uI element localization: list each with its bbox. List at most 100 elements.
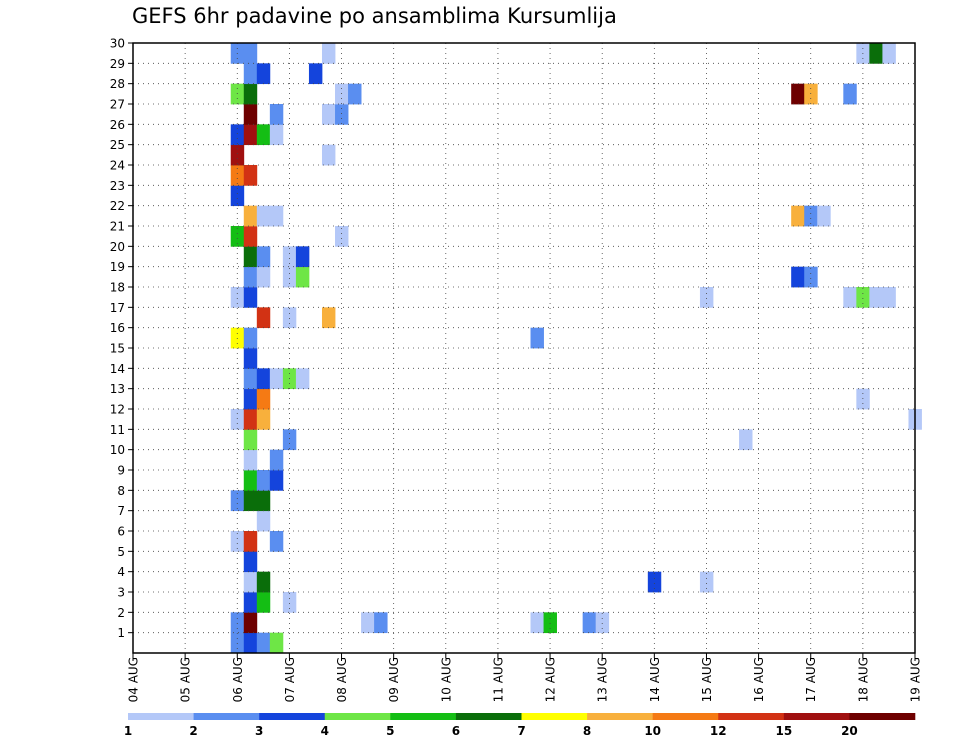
- heatmap-cell: [243, 409, 258, 430]
- heatmap-cell: [243, 205, 258, 227]
- heatmap-cell: [230, 409, 245, 430]
- colorbar-label: 5: [386, 724, 394, 738]
- heatmap-cell: [230, 226, 245, 247]
- heatmap-cell: [256, 266, 271, 288]
- x-tick-label: 05 AUG: [179, 657, 193, 702]
- heatmap-cell: [295, 266, 310, 288]
- heatmap-cell: [256, 470, 271, 491]
- colorbar-swatch: [849, 713, 916, 720]
- heatmap-cell: [295, 368, 310, 390]
- heatmap-cell: [817, 205, 831, 227]
- heatmap-cell: [269, 104, 284, 125]
- colorbar-label: 6: [452, 724, 460, 738]
- heatmap-cell: [282, 592, 297, 613]
- colorbar-label: 3: [255, 724, 263, 738]
- y-tick-label: 4: [117, 565, 125, 579]
- y-tick-label: 23: [110, 179, 125, 193]
- heatmap-cell: [256, 368, 271, 390]
- colorbar-swatch: [324, 713, 391, 720]
- heatmap-cell: [269, 124, 284, 146]
- heatmap-cell: [243, 388, 258, 410]
- heatmap-cell: [856, 287, 870, 308]
- heatmap-cell: [243, 612, 258, 634]
- y-tick-label: 7: [117, 504, 125, 518]
- heatmap-cell: [243, 83, 258, 105]
- heatmap-cell: [230, 165, 245, 186]
- colorbar-swatch: [259, 713, 326, 720]
- y-tick-label: 24: [110, 159, 125, 173]
- y-tick-label: 30: [110, 37, 125, 51]
- chart-title: GEFS 6hr padavine po ansamblima Kursumli…: [132, 4, 617, 28]
- heatmap-cell: [243, 43, 258, 64]
- colorbar-label: 1: [124, 724, 132, 738]
- heatmap-cell: [582, 612, 597, 634]
- heatmap-cell: [321, 144, 336, 166]
- heatmap-cell: [699, 287, 714, 308]
- x-tick-label: 14 AUG: [648, 657, 662, 702]
- heatmap-cell: [869, 287, 883, 308]
- heatmap-cell: [243, 632, 258, 654]
- heatmap-cell: [335, 226, 349, 247]
- y-tick-label: 5: [117, 545, 125, 559]
- heatmap-cell: [243, 165, 258, 186]
- colorbar-label: 8: [583, 724, 591, 738]
- heatmap-cell: [374, 612, 388, 634]
- heatmap-cell: [256, 124, 271, 146]
- y-axis: 1234567891011121314151617181920212223242…: [110, 37, 133, 640]
- heatmap-cell: [243, 266, 258, 288]
- y-tick-label: 13: [110, 382, 125, 396]
- heatmap-cell: [804, 83, 818, 105]
- colorbar-label: 20: [841, 724, 858, 738]
- x-axis: 04 AUG 05 AUG 06 AUG 07 AUG 08 AUG 09 AUG 10 A…: [127, 653, 923, 702]
- y-tick-label: 14: [110, 362, 125, 376]
- y-tick-label: 29: [110, 57, 125, 71]
- y-tick-label: 1: [117, 626, 125, 640]
- heatmap-cell: [256, 409, 271, 430]
- heatmap-cell: [243, 592, 258, 613]
- colorbar-swatch: [587, 713, 653, 720]
- heatmap-cell: [230, 287, 245, 308]
- heatmap-cell: [230, 612, 245, 634]
- heatmap-cell: [282, 266, 297, 288]
- heatmap-cell: [230, 185, 245, 207]
- x-tick-label: 12 AUG: [544, 657, 558, 702]
- heatmap-cell: [243, 246, 258, 268]
- heatmap-cell: [243, 449, 258, 471]
- colorbar-label: 12: [710, 724, 727, 738]
- heatmap-cell: [282, 429, 297, 451]
- heatmap-cell: [243, 104, 258, 125]
- heatmap-cell: [256, 632, 271, 654]
- x-tick-label: 07 AUG: [283, 657, 297, 702]
- colorbar-label: 10: [644, 724, 661, 738]
- grid-lines: [133, 43, 915, 653]
- heatmap-cell: [230, 531, 245, 552]
- colorbar-swatch: [390, 713, 457, 720]
- heatmap-cell: [230, 124, 245, 146]
- heatmap-cell: [595, 612, 610, 634]
- x-tick-label: 13 AUG: [596, 657, 610, 702]
- colorbar-swatch: [783, 713, 850, 720]
- y-tick-label: 10: [110, 443, 125, 457]
- y-tick-label: 8: [117, 484, 125, 498]
- y-tick-label: 17: [110, 301, 125, 315]
- heatmap-cell: [856, 388, 870, 410]
- colorbar-label: 7: [517, 724, 525, 738]
- y-tick-label: 21: [110, 220, 125, 234]
- heatmap-cell: [269, 632, 284, 654]
- heatmap-cell: [804, 266, 818, 288]
- y-tick-label: 27: [110, 98, 125, 112]
- heatmap-cell: [230, 83, 245, 105]
- colorbar: 1 2 3 4 5 6 7 8 10 12 15 20: [124, 713, 916, 738]
- heatmap-cell: [282, 307, 297, 329]
- heatmap-cell: [843, 83, 857, 105]
- heatmap-cell: [647, 571, 662, 593]
- heatmap-cell: [321, 307, 336, 329]
- heatmap-cell: [530, 612, 544, 634]
- y-tick-label: 3: [117, 586, 125, 600]
- heatmap-cell: [699, 571, 714, 593]
- heatmap-cell: [243, 490, 258, 512]
- colorbar-swatch: [455, 713, 522, 720]
- heatmap-cell: [256, 571, 271, 593]
- colorbar-swatch: [718, 713, 785, 720]
- colorbar-swatch: [128, 713, 194, 720]
